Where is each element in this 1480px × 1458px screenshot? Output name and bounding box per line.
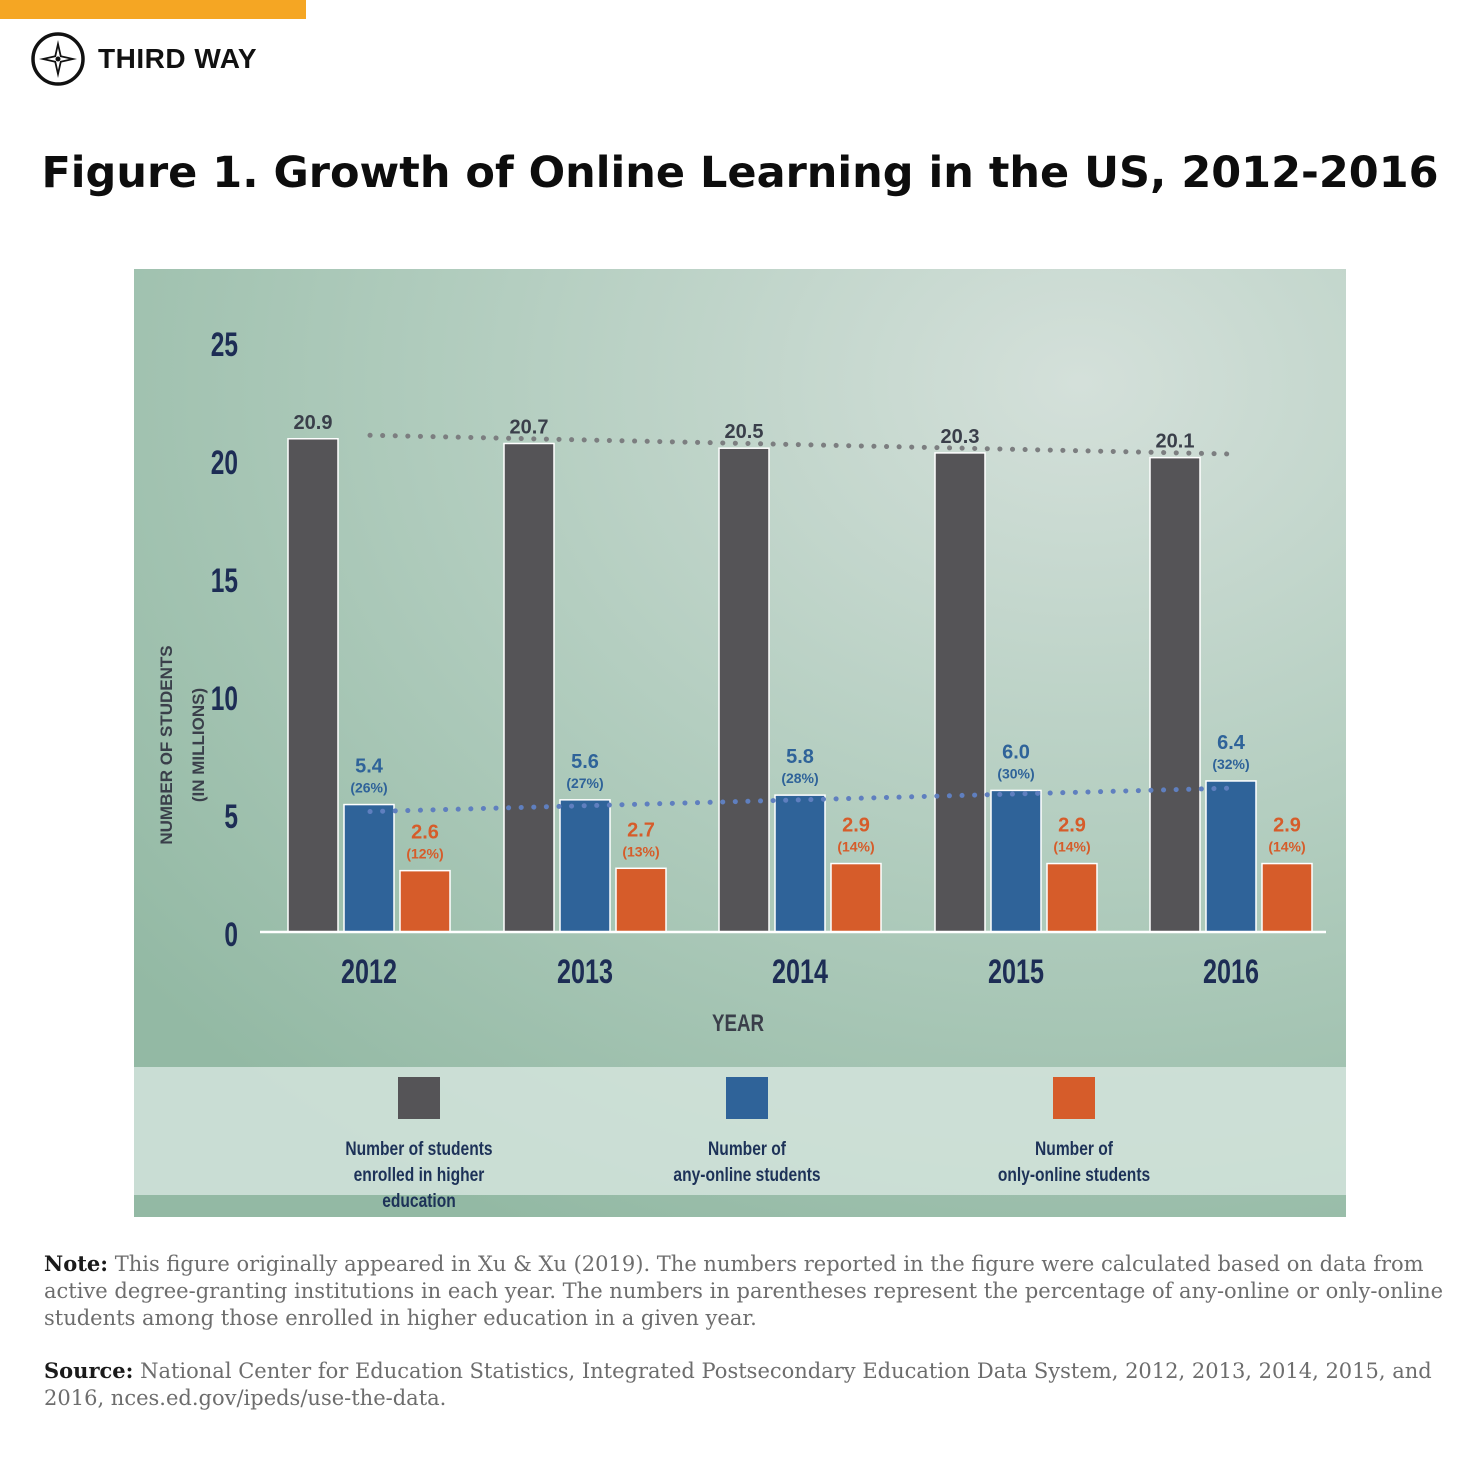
bar-enrolled-2015 (934, 452, 986, 933)
value-label: 2.9 (1058, 815, 1086, 837)
note-label: Note: (44, 1251, 109, 1276)
bar-only_online-2016 (1261, 862, 1313, 933)
percent-label: (30%) (997, 765, 1034, 781)
percent-label: (32%) (1212, 756, 1249, 772)
value-label: 20.1 (1156, 431, 1195, 453)
percent-label: (27%) (566, 775, 603, 791)
x-tick-label-2013: 2013 (557, 953, 613, 991)
percent-label: (26%) (350, 780, 387, 796)
value-label: 5.6 (571, 751, 599, 773)
y-tick-label: 0 (224, 916, 238, 954)
value-label: 2.6 (411, 822, 439, 844)
bar-enrolled-2012 (287, 438, 339, 933)
x-tick-label-2015: 2015 (988, 953, 1044, 991)
x-axis-title: YEAR (712, 1010, 764, 1037)
legend-item-any-online[interactable]: Number of any-online students (627, 1077, 867, 1189)
value-label: 2.9 (842, 815, 870, 837)
bar-only_online-2012 (399, 869, 451, 933)
bar-any_online-2015 (990, 789, 1042, 933)
value-label: 20.5 (725, 421, 764, 443)
legend-swatch-any-online (726, 1077, 768, 1119)
legend: Number of students enrolled in higher edu… (134, 1067, 1346, 1212)
bar-any_online-2013 (559, 799, 611, 933)
bar-only_online-2014 (830, 862, 882, 933)
y-tick-label: 25 (211, 326, 238, 364)
percent-label: (12%) (406, 846, 443, 862)
source-label: Source: (44, 1358, 134, 1383)
legend-item-enrolled[interactable]: Number of students enrolled in higher edu… (299, 1077, 539, 1215)
figure-title: Figure 1. Growth of Online Learning in t… (41, 148, 1439, 198)
percent-label: (14%) (1053, 839, 1090, 855)
y-axis-title-line1: NUMBER OF STUDENTS (157, 645, 176, 844)
y-tick-label: 10 (211, 680, 238, 718)
x-tick-label-2012: 2012 (341, 953, 397, 991)
legend-swatch-enrolled (398, 1077, 440, 1119)
legend-swatch-only-online (1053, 1077, 1095, 1119)
figure-source: Source: National Center for Education St… (44, 1357, 1444, 1412)
percent-label: (13%) (622, 843, 659, 859)
value-label: 20.3 (941, 426, 980, 448)
bar-enrolled-2016 (1149, 456, 1201, 933)
value-label: 6.0 (1002, 741, 1030, 763)
percent-label: (14%) (1268, 839, 1305, 855)
source-text: National Center for Education Statistics… (44, 1359, 1432, 1410)
percent-label: (14%) (837, 839, 874, 855)
chart-area: 0 5 10 15 20 25 NUMBER OF STUDENTS (IN MILLIONS… (134, 269, 1346, 1217)
x-tick-label-2016: 2016 (1203, 953, 1259, 991)
value-label: 2.7 (627, 819, 655, 841)
value-label: 6.4 (1217, 732, 1246, 754)
brand-name: THIRD WAY (98, 43, 258, 74)
value-label: 20.7 (510, 416, 549, 438)
value-label: 20.9 (294, 412, 333, 434)
bar-enrolled-2014 (718, 447, 770, 933)
bar-any_online-2014 (774, 794, 826, 933)
legend-label-only-online: Number of only-online students (997, 1139, 1151, 1186)
y-tick-label: 5 (224, 798, 238, 836)
note-text: This figure originally appeared in Xu & … (44, 1252, 1444, 1330)
legend-label-enrolled: Number of students enrolled in higher edu… (345, 1139, 493, 1212)
bar-only_online-2013 (615, 867, 667, 933)
value-label: 2.9 (1273, 815, 1301, 837)
y-axis-title-line2: (IN MILLIONS) (189, 688, 208, 802)
bar-any_online-2016 (1205, 780, 1257, 933)
y-tick-label: 20 (211, 444, 238, 482)
legend-label-any-online: Number of any-online students (673, 1139, 821, 1186)
percent-label: (28%) (781, 770, 818, 786)
bar-any_online-2012 (343, 803, 395, 933)
compass-icon (31, 32, 85, 86)
x-tick-label-2014: 2014 (772, 953, 828, 991)
legend-item-only-online[interactable]: Number of only-online students (954, 1077, 1194, 1189)
bar-only_online-2015 (1046, 862, 1098, 933)
bar-chart: 0 5 10 15 20 25 NUMBER OF STUDENTS (IN MILLIONS… (134, 269, 1346, 1217)
y-tick-label: 15 (211, 562, 238, 600)
third-way-logo[interactable]: THIRD WAY (30, 31, 257, 87)
accent-bar (0, 0, 306, 19)
figure-note: Note: This figure originally appeared in… (44, 1250, 1444, 1332)
value-label: 5.8 (786, 746, 814, 768)
value-label: 5.4 (355, 756, 384, 778)
bar-enrolled-2013 (503, 442, 555, 933)
